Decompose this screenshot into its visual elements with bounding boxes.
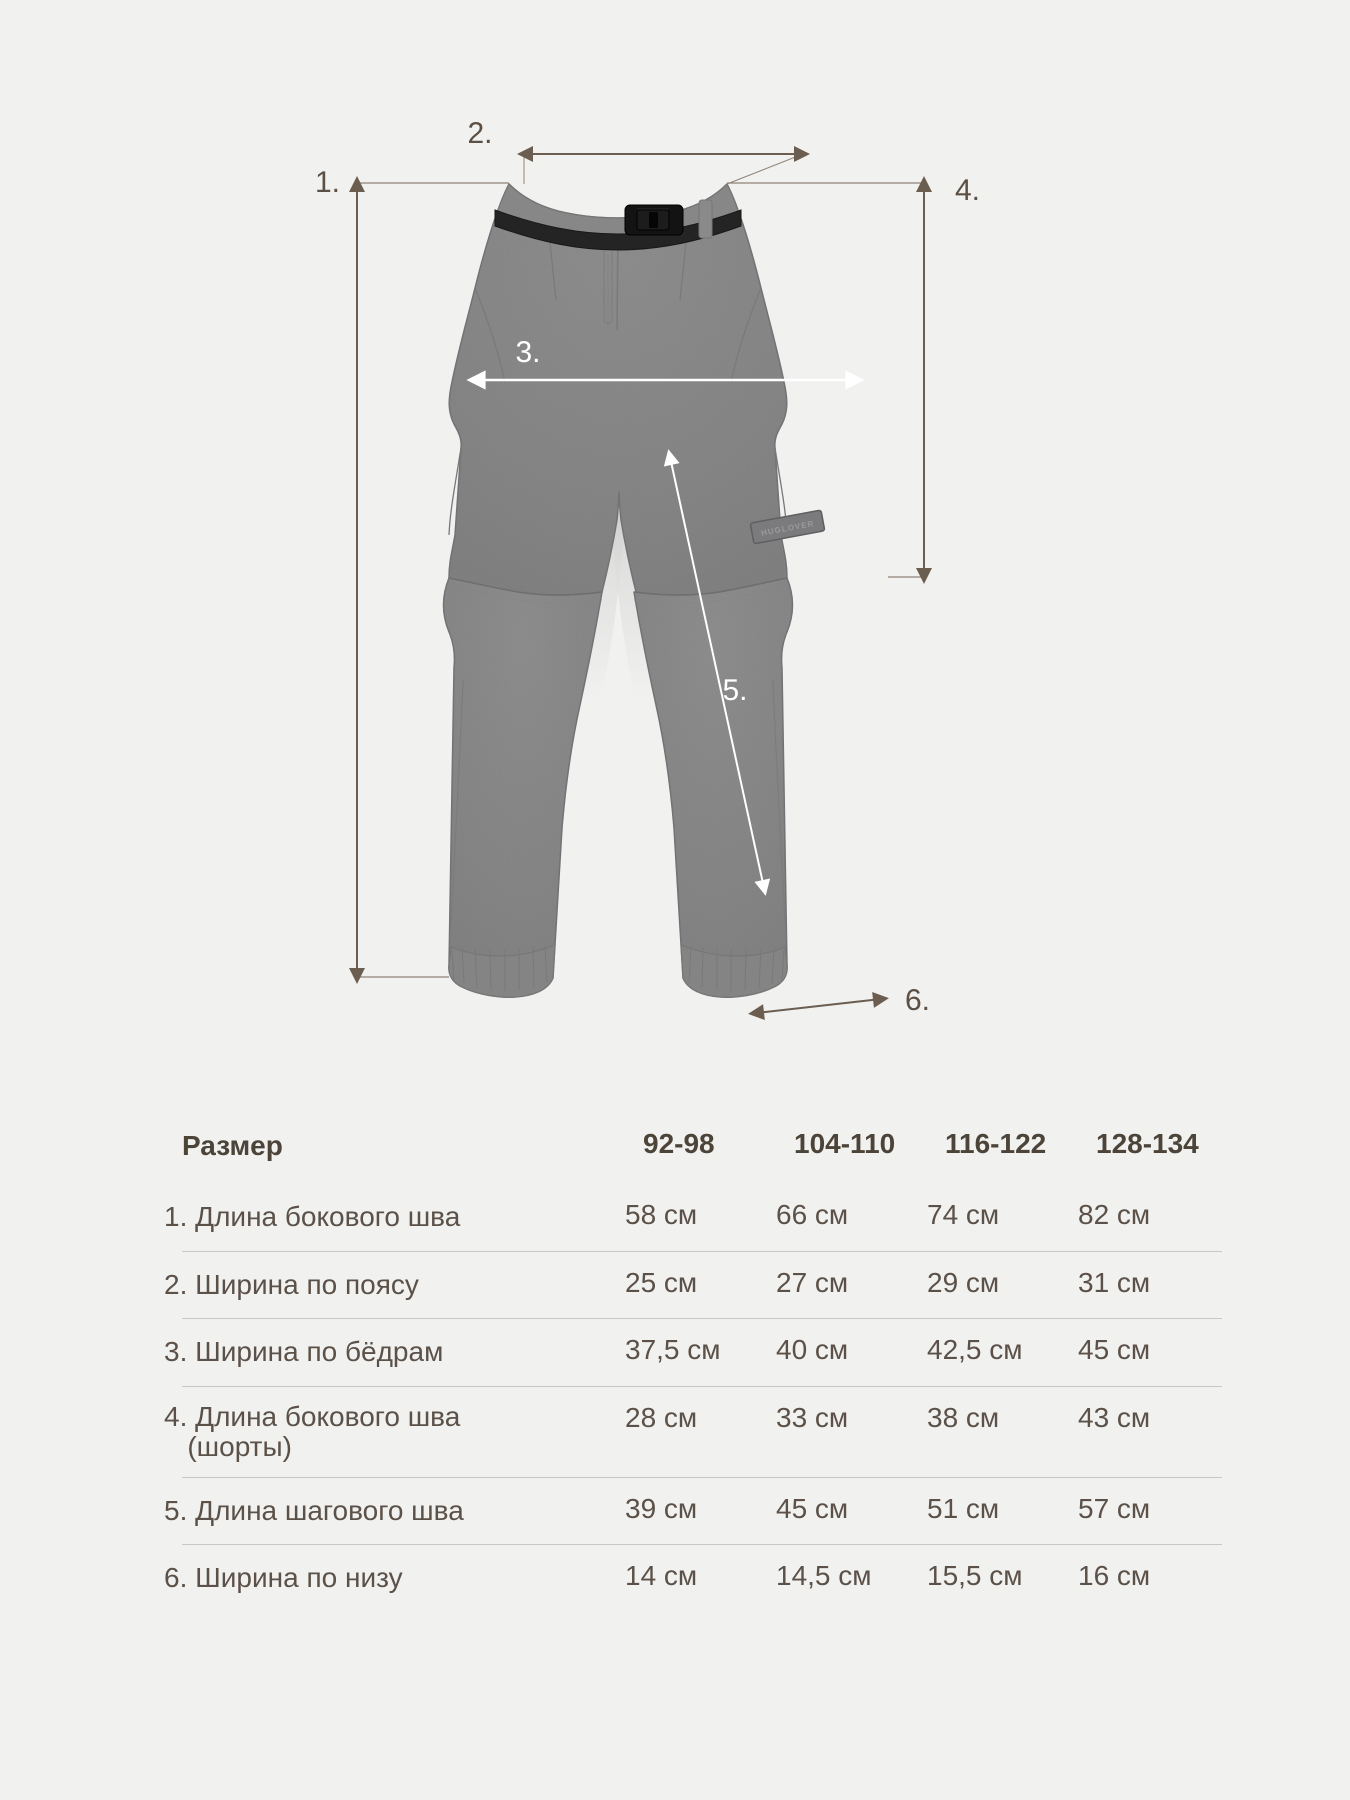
svg-text:5.: 5.: [722, 674, 747, 707]
svg-text:6.: 6.: [905, 984, 930, 1017]
svg-text:4.: 4.: [955, 174, 980, 207]
svg-text:2.: 2.: [467, 117, 492, 150]
svg-text:3.: 3.: [515, 336, 540, 369]
svg-text:1.: 1.: [315, 166, 340, 199]
